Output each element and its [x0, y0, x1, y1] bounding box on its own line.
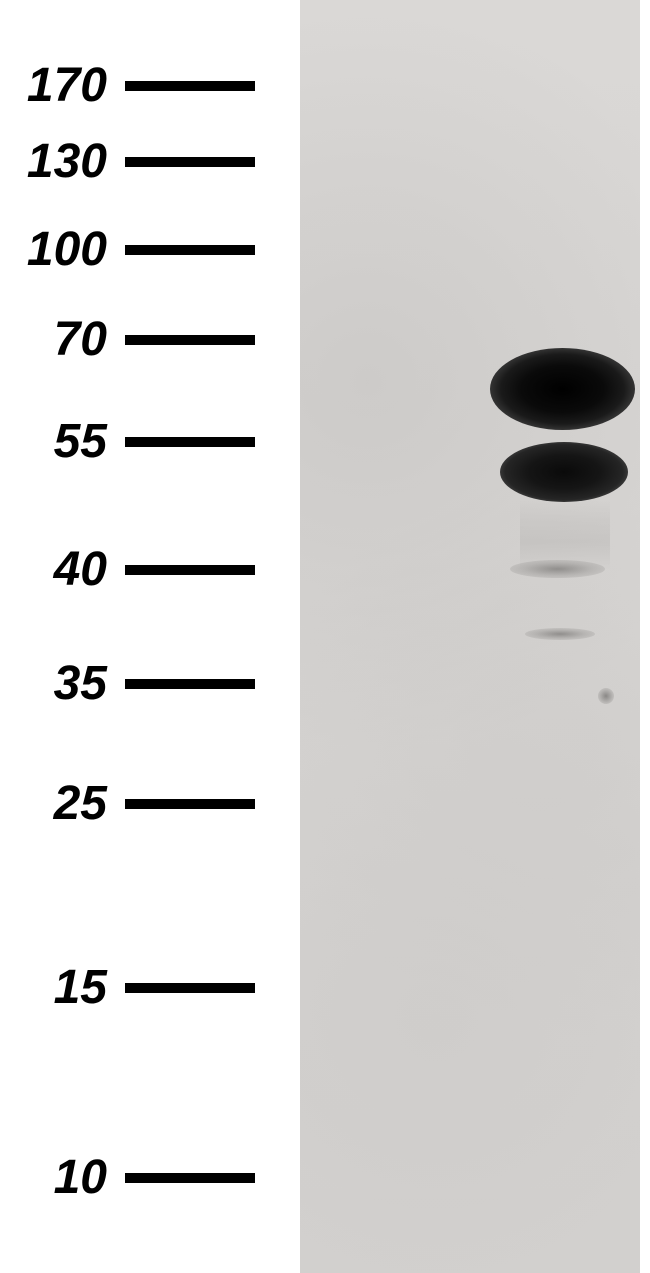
ladder-label: 70 [0, 312, 125, 367]
ladder-mark-15: 15 [0, 960, 290, 1015]
ladder-mark-40: 40 [0, 542, 290, 597]
ladder-label: 100 [0, 222, 125, 277]
molecular-weight-ladder: 170 130 100 70 55 40 35 25 15 10 [0, 0, 290, 1273]
blot-membrane [300, 0, 640, 1273]
ladder-tick [125, 799, 255, 809]
ladder-label: 35 [0, 656, 125, 711]
ladder-tick [125, 157, 255, 167]
ladder-label: 40 [0, 542, 125, 597]
blot-band-52kda [500, 442, 628, 502]
ladder-label: 15 [0, 960, 125, 1015]
blot-band-37kda [525, 628, 595, 640]
ladder-tick [125, 335, 255, 345]
ladder-mark-25: 25 [0, 776, 290, 831]
ladder-tick [125, 1173, 255, 1183]
blot-band-62kda [490, 348, 635, 430]
ladder-label: 10 [0, 1150, 125, 1205]
ladder-tick [125, 983, 255, 993]
ladder-mark-70: 70 [0, 312, 290, 367]
ladder-mark-10: 10 [0, 1150, 290, 1205]
blot-band-34kda [598, 688, 614, 704]
ladder-label: 130 [0, 134, 125, 189]
ladder-label: 25 [0, 776, 125, 831]
ladder-mark-130: 130 [0, 134, 290, 189]
ladder-tick [125, 81, 255, 91]
ladder-mark-35: 35 [0, 656, 290, 711]
ladder-mark-170: 170 [0, 58, 290, 113]
ladder-label: 170 [0, 58, 125, 113]
western-blot-figure: 170 130 100 70 55 40 35 25 15 10 [0, 0, 650, 1273]
ladder-tick [125, 245, 255, 255]
ladder-tick [125, 437, 255, 447]
ladder-mark-55: 55 [0, 414, 290, 469]
ladder-tick [125, 565, 255, 575]
ladder-tick [125, 679, 255, 689]
ladder-label: 55 [0, 414, 125, 469]
blot-band-40kda [510, 560, 605, 578]
ladder-mark-100: 100 [0, 222, 290, 277]
